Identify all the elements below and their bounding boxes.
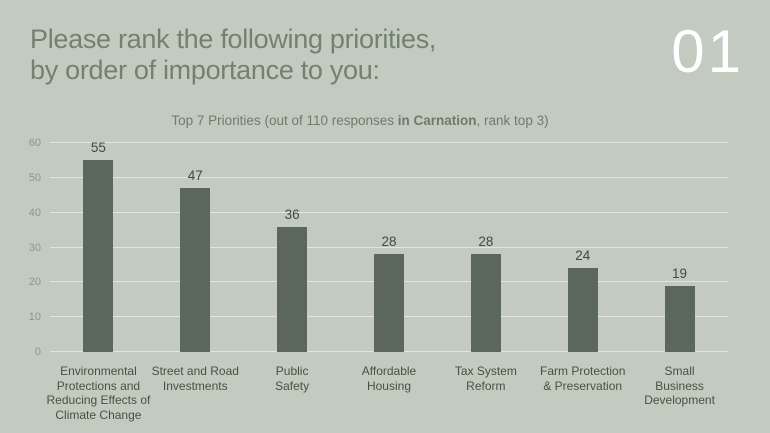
- chart-column: 28 Tax System Reform: [437, 143, 534, 392]
- chart-column: 55 Environmental Protections and Reducing…: [47, 140, 151, 421]
- y-axis-tick-label: 0: [34, 346, 41, 358]
- chart-column: 36 Public Safety: [244, 143, 341, 393]
- chart-title-bold: in Carnation: [397, 113, 477, 128]
- chart-title-post: , rank top 3): [476, 113, 549, 128]
- gridline-y-40: [50, 211, 728, 213]
- y-axis-tick-label: 60: [28, 137, 41, 149]
- chart-title: Top 7 Priorities (out of 110 responses i…: [0, 113, 720, 128]
- bar: [470, 254, 501, 352]
- bar-chart-plot-area: 0 10 20 30 40 50 60 55 Environmental Protections…: [29, 137, 728, 422]
- y-axis-tick-label: 50: [28, 171, 41, 184]
- page-number: 01: [671, 18, 744, 85]
- chart-column: 19 Small Business Development: [631, 143, 728, 407]
- category-label: Environmental Protections and Reducing E…: [46, 364, 151, 422]
- chart-title-pre: Top 7 Priorities (out of 110 responses: [171, 113, 398, 128]
- page-title-line2: by order of importance to you:: [30, 55, 380, 85]
- category-label: Affordable Housing: [361, 364, 417, 393]
- category-label: Small Business Development: [644, 364, 715, 407]
- bar-value-label: 36: [284, 206, 300, 222]
- bar-value-label: 28: [381, 234, 397, 250]
- category-label: Public Safety: [275, 364, 310, 393]
- chart-column: 24 Farm Protection & Preservation: [534, 143, 631, 392]
- bar-value-label: 28: [478, 234, 494, 250]
- chart-column: 28 Affordable Housing: [341, 143, 438, 392]
- bar: [373, 254, 404, 352]
- y-axis-tick-label: 10: [28, 311, 41, 324]
- bar-value-label: 47: [187, 168, 203, 184]
- y-axis-tick-label: 20: [28, 276, 41, 289]
- bar: [180, 188, 211, 352]
- bar: [567, 268, 598, 352]
- bar: [664, 285, 695, 352]
- chart-column: 47 Street and Road Investments: [147, 143, 244, 392]
- bar-value-label: 24: [575, 248, 591, 264]
- gridline-y-50: [50, 176, 728, 178]
- bar: [277, 226, 308, 352]
- category-label: Street and Road Investments: [151, 364, 239, 393]
- y-axis-tick-label: 30: [28, 241, 41, 254]
- gridline-y-30: [50, 246, 728, 248]
- y-axis-tick-label: 40: [28, 206, 41, 219]
- page-title: Please rank the following priorities, by…: [30, 24, 436, 86]
- bar-value-label: 19: [672, 265, 688, 281]
- bar: [83, 160, 114, 352]
- category-label: Farm Protection & Preservation: [540, 364, 626, 393]
- page-title-line1: Please rank the following priorities,: [30, 24, 437, 54]
- bar-value-label: 55: [90, 140, 106, 156]
- gridline-y-60: [50, 142, 728, 143]
- category-label: Tax System Reform: [454, 364, 517, 393]
